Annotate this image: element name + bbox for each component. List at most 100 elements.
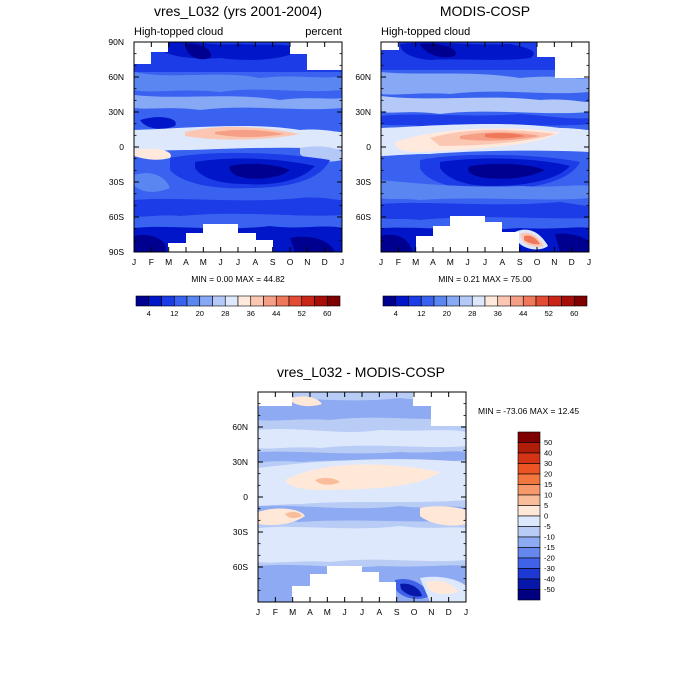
- x-tick-label: J: [483, 257, 487, 267]
- colorbar-swatch: [517, 484, 541, 496]
- x-tick-label: N: [551, 257, 557, 267]
- panel-model-stats: MIN = 0.00 MAX = 44.82: [191, 274, 285, 284]
- colorbar-swatch: [161, 295, 175, 307]
- panel-model-title: vres_L032 (yrs 2001-2004): [154, 3, 322, 19]
- colorbar-label: -40: [544, 575, 555, 584]
- colorbar-label: -10: [544, 533, 555, 542]
- colorbar-label: 44: [272, 309, 280, 318]
- x-tick-label: J: [256, 607, 260, 617]
- colorbar-label: 5: [544, 501, 548, 510]
- y-tick-label: 30S: [109, 177, 124, 187]
- colorbar-swatch: [459, 295, 473, 307]
- colorbar-swatch: [522, 295, 537, 307]
- y-tick-label: 90S: [109, 247, 124, 257]
- colorbar-label: 36: [494, 309, 502, 318]
- colorbar-swatch: [420, 295, 435, 307]
- x-tick-label: M: [447, 257, 454, 267]
- colorbar-swatch: [135, 295, 150, 307]
- colorbar-label: 36: [247, 309, 255, 318]
- x-tick-label: J: [219, 257, 223, 267]
- colorbar-label: 0: [544, 512, 548, 521]
- colorbar-swatch: [510, 295, 524, 307]
- colorbar-swatch: [517, 526, 541, 538]
- x-tick-label: J: [587, 257, 591, 267]
- x-tick-label: F: [273, 607, 278, 617]
- y-tick-label: 30N: [108, 107, 124, 117]
- colorbar-swatch: [517, 589, 541, 601]
- x-tick-label: M: [412, 257, 419, 267]
- x-tick-label: A: [252, 257, 258, 267]
- colorbar-obs: 4 12 20 28 36 44 52 60: [382, 295, 588, 318]
- x-tick-label: J: [340, 257, 344, 267]
- colorbar-label: 4: [394, 309, 398, 318]
- colorbar-swatch: [446, 295, 460, 307]
- colorbar-swatch: [497, 295, 511, 307]
- x-tick-label: M: [324, 607, 331, 617]
- panel-model: vres_L032 (yrs 2001-2004) High-topped cl…: [108, 3, 344, 284]
- y-tick-label: 60S: [233, 562, 248, 572]
- colorbar-swatch: [517, 452, 541, 464]
- colorbar-swatch: [484, 295, 499, 307]
- y-tick-label: 0: [366, 142, 371, 152]
- colorbar-swatch: [199, 295, 213, 307]
- colorbar-label: -15: [544, 543, 555, 552]
- colorbar-swatch: [561, 295, 575, 307]
- x-tick-label: M: [289, 607, 296, 617]
- y-tick-label: 60N: [355, 72, 371, 82]
- colorbar-swatch: [224, 295, 239, 307]
- y-tick-label: 30S: [233, 527, 248, 537]
- y-tick-label: 90N: [108, 37, 124, 47]
- y-tick-label: 30N: [355, 107, 371, 117]
- colorbar-label: 60: [570, 309, 578, 318]
- colorbar-swatch: [517, 547, 541, 559]
- colorbar-label: 50: [544, 438, 552, 447]
- panel-diff-title: vres_L032 - MODIS-COSP: [277, 364, 445, 380]
- x-tick-label: S: [394, 607, 400, 617]
- colorbar-swatch: [517, 505, 541, 517]
- x-tick-label: J: [132, 257, 136, 267]
- x-tick-label: M: [165, 257, 172, 267]
- x-tick-label: A: [499, 257, 505, 267]
- colorbar-label: -30: [544, 564, 555, 573]
- x-tick-label: J: [379, 257, 383, 267]
- panel-model-left-label: High-topped cloud: [134, 26, 223, 38]
- colorbar-swatch: [517, 442, 541, 454]
- colorbar-label: 4: [147, 309, 151, 318]
- colorbar-label: 20: [196, 309, 204, 318]
- x-tick-label: A: [376, 607, 382, 617]
- y-tick-label: 0: [119, 142, 124, 152]
- panel-obs-left-label: High-topped cloud: [381, 26, 470, 38]
- x-tick-label: D: [446, 607, 452, 617]
- colorbar-swatch: [326, 295, 341, 307]
- x-tick-label: A: [183, 257, 189, 267]
- y-tick-label: 60S: [109, 212, 124, 222]
- colorbar-label: 15: [544, 480, 552, 489]
- colorbar-swatch: [314, 295, 328, 307]
- panel-obs-stats: MIN = 0.21 MAX = 75.00: [438, 274, 532, 284]
- colorbar-swatch: [395, 295, 409, 307]
- y-tick-label: 60N: [232, 422, 248, 432]
- x-tick-label: J: [236, 257, 240, 267]
- colorbar-label: 12: [170, 309, 178, 318]
- y-tick-label: 30S: [356, 177, 371, 187]
- panel-obs-title: MODIS-COSP: [440, 3, 530, 19]
- y-tick-label: 60N: [108, 72, 124, 82]
- x-tick-label: A: [307, 607, 313, 617]
- panel-diff: vres_L032 - MODIS-COSP: [232, 364, 579, 617]
- colorbar-label: 44: [519, 309, 527, 318]
- colorbar-swatch: [237, 295, 252, 307]
- panel-diff-stats: MIN = -73.06 MAX = 12.45: [478, 406, 579, 416]
- colorbar-swatch: [517, 515, 541, 527]
- colorbar-swatch: [548, 295, 562, 307]
- x-tick-label: N: [304, 257, 310, 267]
- colorbar-swatch: [250, 295, 264, 307]
- colorbar-swatch: [517, 473, 541, 485]
- colorbar-swatch: [186, 295, 201, 307]
- colorbar-label: 12: [417, 309, 425, 318]
- panel-model-axes: J F M A M J J A S O N D J 90N 60N 30N 0 30S 60S 90S: [108, 37, 344, 267]
- colorbar-swatch: [517, 536, 541, 548]
- colorbar-label: 10: [544, 491, 552, 500]
- colorbar-swatch: [433, 295, 448, 307]
- x-tick-label: O: [411, 607, 418, 617]
